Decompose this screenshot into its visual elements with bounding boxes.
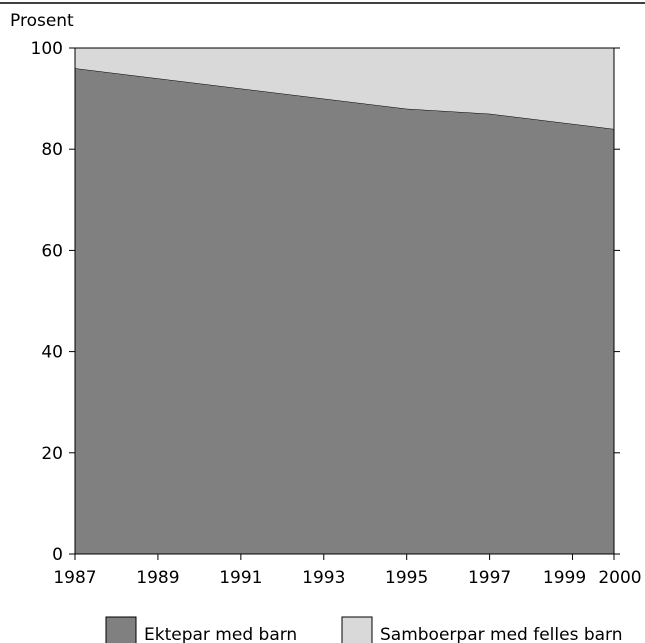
legend-label-1: Ektepar med barn	[144, 625, 297, 643]
x-tick-label-4: 1995	[385, 568, 428, 588]
plot-frame	[74, 47, 615, 555]
y-tick-label-5: 100	[31, 39, 63, 59]
x-tick-label-2: 1991	[219, 568, 262, 588]
x-tick-label-0: 1987	[53, 568, 96, 588]
area-series-1	[74, 67, 615, 555]
y-axis-label: Prosent	[10, 11, 74, 31]
y-tick-label-2: 40	[41, 343, 63, 363]
y-tick-label-1: 20	[41, 444, 63, 464]
x-tick-label-7: 2000	[598, 568, 641, 588]
legend-swatch-1	[105, 616, 137, 643]
y-tick-label-4: 80	[41, 140, 63, 160]
x-tick-label-6: 1999	[543, 568, 586, 588]
area-series-2	[75, 48, 614, 129]
x-tick-label-1: 1989	[136, 568, 179, 588]
y-tick-label-0: 0	[52, 545, 63, 565]
x-tick-label-3: 1993	[302, 568, 345, 588]
y-tick-label-3: 60	[41, 241, 63, 261]
legend-swatch-2	[341, 616, 373, 643]
legend-label-2: Samboerpar med felles barn	[380, 625, 623, 643]
x-tick-label-5: 1997	[468, 568, 511, 588]
